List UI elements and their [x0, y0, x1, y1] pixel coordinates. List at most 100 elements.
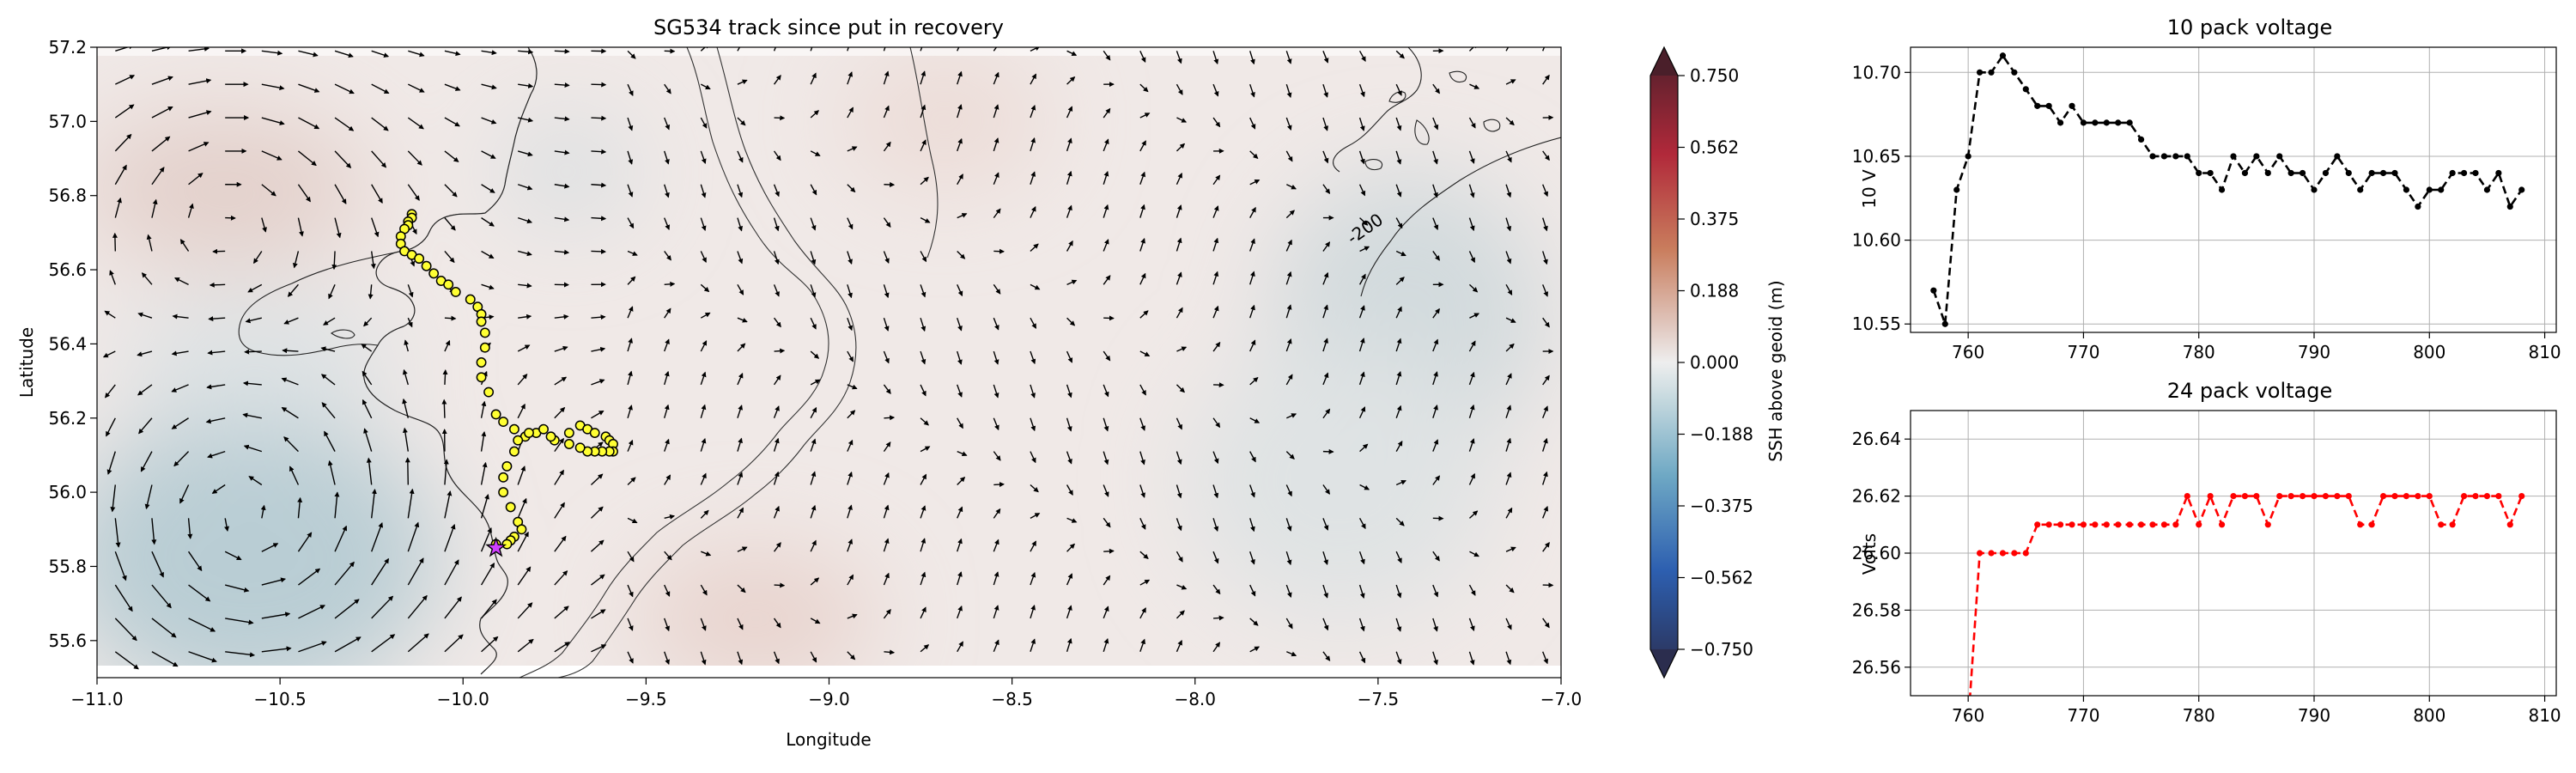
twenty-four-pack-point: [2334, 493, 2341, 500]
ten-pack-point: [2184, 153, 2190, 160]
current-arrow: [334, 599, 360, 619]
current-arrow: [1249, 117, 1256, 130]
twenty-four-pack-point: [2426, 493, 2433, 500]
ten-pack-point: [2207, 169, 2214, 177]
current-arrow: [1103, 638, 1109, 652]
current-arrow: [1285, 150, 1293, 162]
current-arrow: [1286, 651, 1297, 657]
current-arrow: [737, 373, 744, 386]
current-arrow: [810, 618, 821, 624]
ten-pack-point: [1930, 287, 1937, 294]
twenty-four-pack-x-tick-label: 790: [2298, 705, 2330, 726]
ten-pack-point: [2518, 186, 2525, 193]
ten-pack-point: [1941, 320, 1948, 327]
current-arrow: [444, 559, 459, 586]
current-arrow: [627, 338, 633, 352]
current-arrow: [371, 557, 390, 586]
current-arrow: [1212, 451, 1219, 465]
current-arrow: [554, 82, 570, 88]
current-arrow: [847, 184, 856, 193]
current-arrow: [1395, 405, 1402, 419]
map-y-tick-label: 56.0: [48, 482, 87, 502]
current-arrow: [1432, 338, 1439, 352]
current-arrow: [1285, 338, 1292, 352]
current-arrow: [480, 461, 488, 485]
current-arrow: [110, 484, 117, 513]
current-arrow: [1139, 238, 1145, 252]
current-arrow: [627, 306, 634, 319]
current-arrow: [883, 284, 890, 299]
current-arrow: [1103, 350, 1111, 362]
current-arrow: [810, 471, 817, 485]
ten-pack-point: [1988, 69, 1995, 76]
glider-position: [428, 268, 440, 279]
current-arrow: [664, 83, 671, 94]
current-arrow: [402, 398, 409, 418]
current-arrow: [1359, 484, 1370, 490]
current-arrow: [810, 651, 817, 663]
ten-pack-point: [2149, 153, 2156, 160]
ten-pack-point: [2196, 169, 2202, 177]
current-arrow: [1249, 83, 1255, 98]
current-arrow: [1139, 484, 1145, 498]
current-arrow: [328, 284, 336, 300]
current-arrow: [957, 173, 963, 186]
twenty-four-pack-point: [2080, 521, 2087, 528]
current-arrow: [444, 150, 459, 162]
current-arrow: [1432, 405, 1438, 418]
current-arrow: [627, 584, 634, 598]
ten-pack-y-tick-label: 10.70: [1852, 62, 1901, 82]
current-arrow: [773, 471, 780, 485]
twenty-four-pack-point: [2299, 493, 2306, 500]
current-arrow: [224, 551, 242, 561]
map-y-tick-label: 56.6: [48, 259, 87, 280]
current-arrow: [1176, 484, 1182, 499]
map-x-label: Longitude: [786, 729, 871, 750]
current-arrow: [737, 184, 744, 198]
twenty-four-pack-point: [2103, 521, 2110, 528]
twenty-four-pack-point: [2322, 493, 2330, 500]
current-arrow: [1432, 184, 1438, 198]
current-arrow: [957, 250, 966, 259]
current-arrow: [444, 339, 451, 352]
current-arrow: [211, 484, 226, 494]
current-arrow: [104, 310, 116, 319]
current-arrow: [518, 250, 532, 257]
current-arrow: [1066, 170, 1072, 185]
current-arrow: [773, 618, 781, 629]
ten-pack-x-tick-label: 760: [1952, 342, 1984, 362]
current-arrow: [1103, 204, 1109, 218]
current-arrow: [1030, 137, 1036, 152]
current-arrow: [737, 472, 744, 485]
current-arrow: [1542, 217, 1548, 232]
ten-pack-point: [2311, 186, 2318, 193]
current-arrow: [627, 117, 634, 131]
current-arrow: [920, 644, 930, 653]
current-arrow: [151, 136, 171, 152]
current-arrow: [627, 439, 634, 452]
current-arrow: [1030, 47, 1041, 52]
current-arrow: [1505, 584, 1515, 593]
current-arrow: [590, 506, 604, 519]
current-arrow: [591, 574, 605, 586]
current-arrow: [1103, 417, 1109, 432]
current-arrow: [1432, 618, 1438, 632]
current-arrow: [444, 117, 460, 127]
current-arrow: [243, 444, 263, 453]
current-arrow: [334, 83, 355, 94]
current-arrow: [957, 317, 963, 332]
glider-position: [443, 279, 454, 290]
current-arrow: [1030, 283, 1041, 290]
current-arrow: [408, 83, 425, 93]
colorbar: 0.750 0.562 0.375 0.188 0.000 −0.188 −0.375 −0.…: [1649, 46, 1786, 679]
current-arrow: [297, 150, 317, 167]
twenty-four-pack-point: [2057, 521, 2064, 528]
current-arrow: [188, 78, 212, 85]
ten-pack-point: [2449, 169, 2456, 177]
glider-position: [505, 502, 516, 513]
current-arrow: [774, 582, 786, 588]
current-arrow: [883, 47, 886, 52]
current-arrow: [1432, 117, 1439, 131]
current-arrow: [112, 232, 118, 252]
current-arrow: [517, 531, 529, 552]
